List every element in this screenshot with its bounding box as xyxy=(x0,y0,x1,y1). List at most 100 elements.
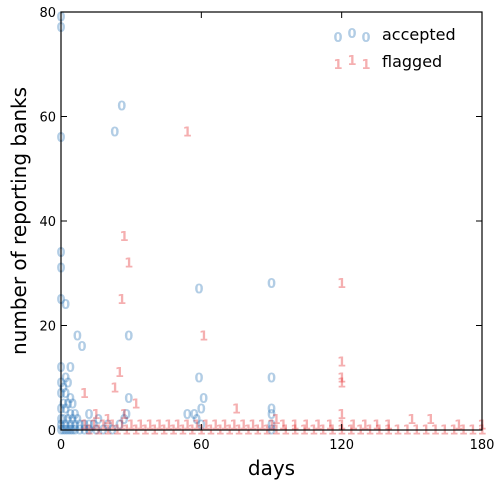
series-accepted-point: 0 xyxy=(61,387,70,402)
series-flagged-point: 1 xyxy=(192,418,201,433)
series-flagged-point: 1 xyxy=(454,418,463,433)
series-flagged-point: 1 xyxy=(183,126,192,141)
legend-entry-accepted: 0 0 0 accepted xyxy=(333,25,455,46)
series-accepted-point: 0 xyxy=(61,298,70,313)
series-flagged-point: 1 xyxy=(477,424,486,439)
series-accepted-point: 0 xyxy=(89,418,98,433)
series-accepted-point: 0 xyxy=(199,392,208,407)
x-tick-label: 180 xyxy=(470,438,495,453)
series-flagged-point: 1 xyxy=(468,424,477,439)
series-flagged-point: 1 xyxy=(248,418,257,433)
series-flagged-point: 1 xyxy=(110,382,119,397)
series-flagged-point: 1 xyxy=(314,418,323,433)
series-flagged-point: 1 xyxy=(431,424,440,439)
series-flagged-point: 1 xyxy=(136,418,145,433)
x-axis-label: days xyxy=(248,456,295,480)
series-flagged-point: 1 xyxy=(267,418,276,433)
y-tick-label: 0 xyxy=(48,424,56,439)
series-accepted-point: 0 xyxy=(63,424,72,439)
series-flagged-point: 1 xyxy=(272,413,281,428)
series-flagged-point: 1 xyxy=(103,413,112,428)
series-accepted-point: 0 xyxy=(92,424,101,439)
series-flagged-point: 1 xyxy=(131,397,140,412)
series-flagged-point: 1 xyxy=(115,366,124,381)
y-tick-label: 80 xyxy=(39,6,56,21)
series-accepted-point: 0 xyxy=(94,413,103,428)
series-flagged-point: 1 xyxy=(459,424,468,439)
series-accepted-point: 0 xyxy=(63,413,72,428)
series-flagged-point: 1 xyxy=(239,418,248,433)
x-tick-label: 0 xyxy=(57,438,65,453)
series-flagged-point: 1 xyxy=(131,424,140,439)
series-accepted-point: 0 xyxy=(267,371,276,386)
series-flagged-point: 1 xyxy=(407,413,416,428)
series-accepted-point: 0 xyxy=(183,408,192,423)
y-tick-label: 20 xyxy=(39,320,56,335)
y-tick-label: 60 xyxy=(39,111,56,126)
series-flagged-point: 1 xyxy=(426,413,435,428)
series-flagged-point: 1 xyxy=(173,418,182,433)
legend-marker: 1 xyxy=(333,58,342,73)
series-accepted-point: 0 xyxy=(108,424,117,439)
series-accepted-point: 0 xyxy=(63,376,72,391)
series-accepted-point: 0 xyxy=(68,413,77,428)
series-flagged-point: 1 xyxy=(290,418,299,433)
series-accepted-point: 0 xyxy=(71,424,80,439)
series-accepted-point: 0 xyxy=(267,424,276,439)
series-accepted-point: 0 xyxy=(85,424,94,439)
series-flagged-point: 1 xyxy=(122,424,131,439)
series-flagged-point: 1 xyxy=(89,418,98,433)
series-flagged-point: 1 xyxy=(325,418,334,433)
series-flagged-point: 1 xyxy=(356,424,365,439)
series-flagged-point: 1 xyxy=(127,418,136,433)
series-accepted-point: 0 xyxy=(80,418,89,433)
series-flagged-point: 1 xyxy=(234,424,243,439)
series-flagged-point: 1 xyxy=(258,418,267,433)
series-flagged-point: 1 xyxy=(281,424,290,439)
series-flagged-point: 1 xyxy=(94,424,103,439)
series-flagged-point: 1 xyxy=(145,418,154,433)
series-accepted-point: 0 xyxy=(66,424,75,439)
legend-marker: 0 xyxy=(333,31,342,46)
series-flagged-point: 1 xyxy=(232,403,241,418)
series-flagged-point: 1 xyxy=(199,329,208,344)
series-flagged-point: 1 xyxy=(346,424,355,439)
series-flagged-point: 1 xyxy=(449,424,458,439)
y-tick-label: 40 xyxy=(39,215,56,230)
series-flagged-point: 1 xyxy=(117,418,126,433)
series-accepted-point: 0 xyxy=(197,403,206,418)
series-accepted-point: 0 xyxy=(73,329,82,344)
series-accepted-point: 0 xyxy=(85,418,94,433)
series-accepted-point: 0 xyxy=(59,424,68,439)
series-flagged-point: 1 xyxy=(393,424,402,439)
series-accepted-point: 0 xyxy=(68,397,77,412)
series-accepted-point: 0 xyxy=(80,424,89,439)
legend-marker: 0 xyxy=(347,27,356,42)
series-accepted-point: 0 xyxy=(267,418,276,433)
series-flagged-point: 1 xyxy=(349,418,358,433)
series-accepted-point: 0 xyxy=(120,413,129,428)
series-flagged-point: 1 xyxy=(164,418,173,433)
series-flagged-point: 1 xyxy=(384,424,393,439)
series-accepted-point: 0 xyxy=(124,329,133,344)
series-accepted-point: 0 xyxy=(192,413,201,428)
series-flagged-point: 1 xyxy=(85,424,94,439)
series-flagged-point: 1 xyxy=(337,424,346,439)
series-flagged-point: 1 xyxy=(141,424,150,439)
series-flagged-point: 1 xyxy=(337,356,346,371)
series-accepted-point: 0 xyxy=(124,392,133,407)
series-flagged-point: 1 xyxy=(300,424,309,439)
series-flagged-point: 1 xyxy=(372,418,381,433)
series-flagged-point: 1 xyxy=(337,371,346,386)
series-accepted-point: 0 xyxy=(73,413,82,428)
series-flagged-point: 1 xyxy=(244,424,253,439)
series-accepted-point: 0 xyxy=(61,403,70,418)
series-accepted-point: 0 xyxy=(59,397,68,412)
series-flagged-point: 1 xyxy=(155,418,164,433)
series-flagged-point: 1 xyxy=(309,424,318,439)
series-accepted-point: 0 xyxy=(103,418,112,433)
series-accepted-point: 0 xyxy=(71,408,80,423)
series-flagged-point: 1 xyxy=(384,418,393,433)
